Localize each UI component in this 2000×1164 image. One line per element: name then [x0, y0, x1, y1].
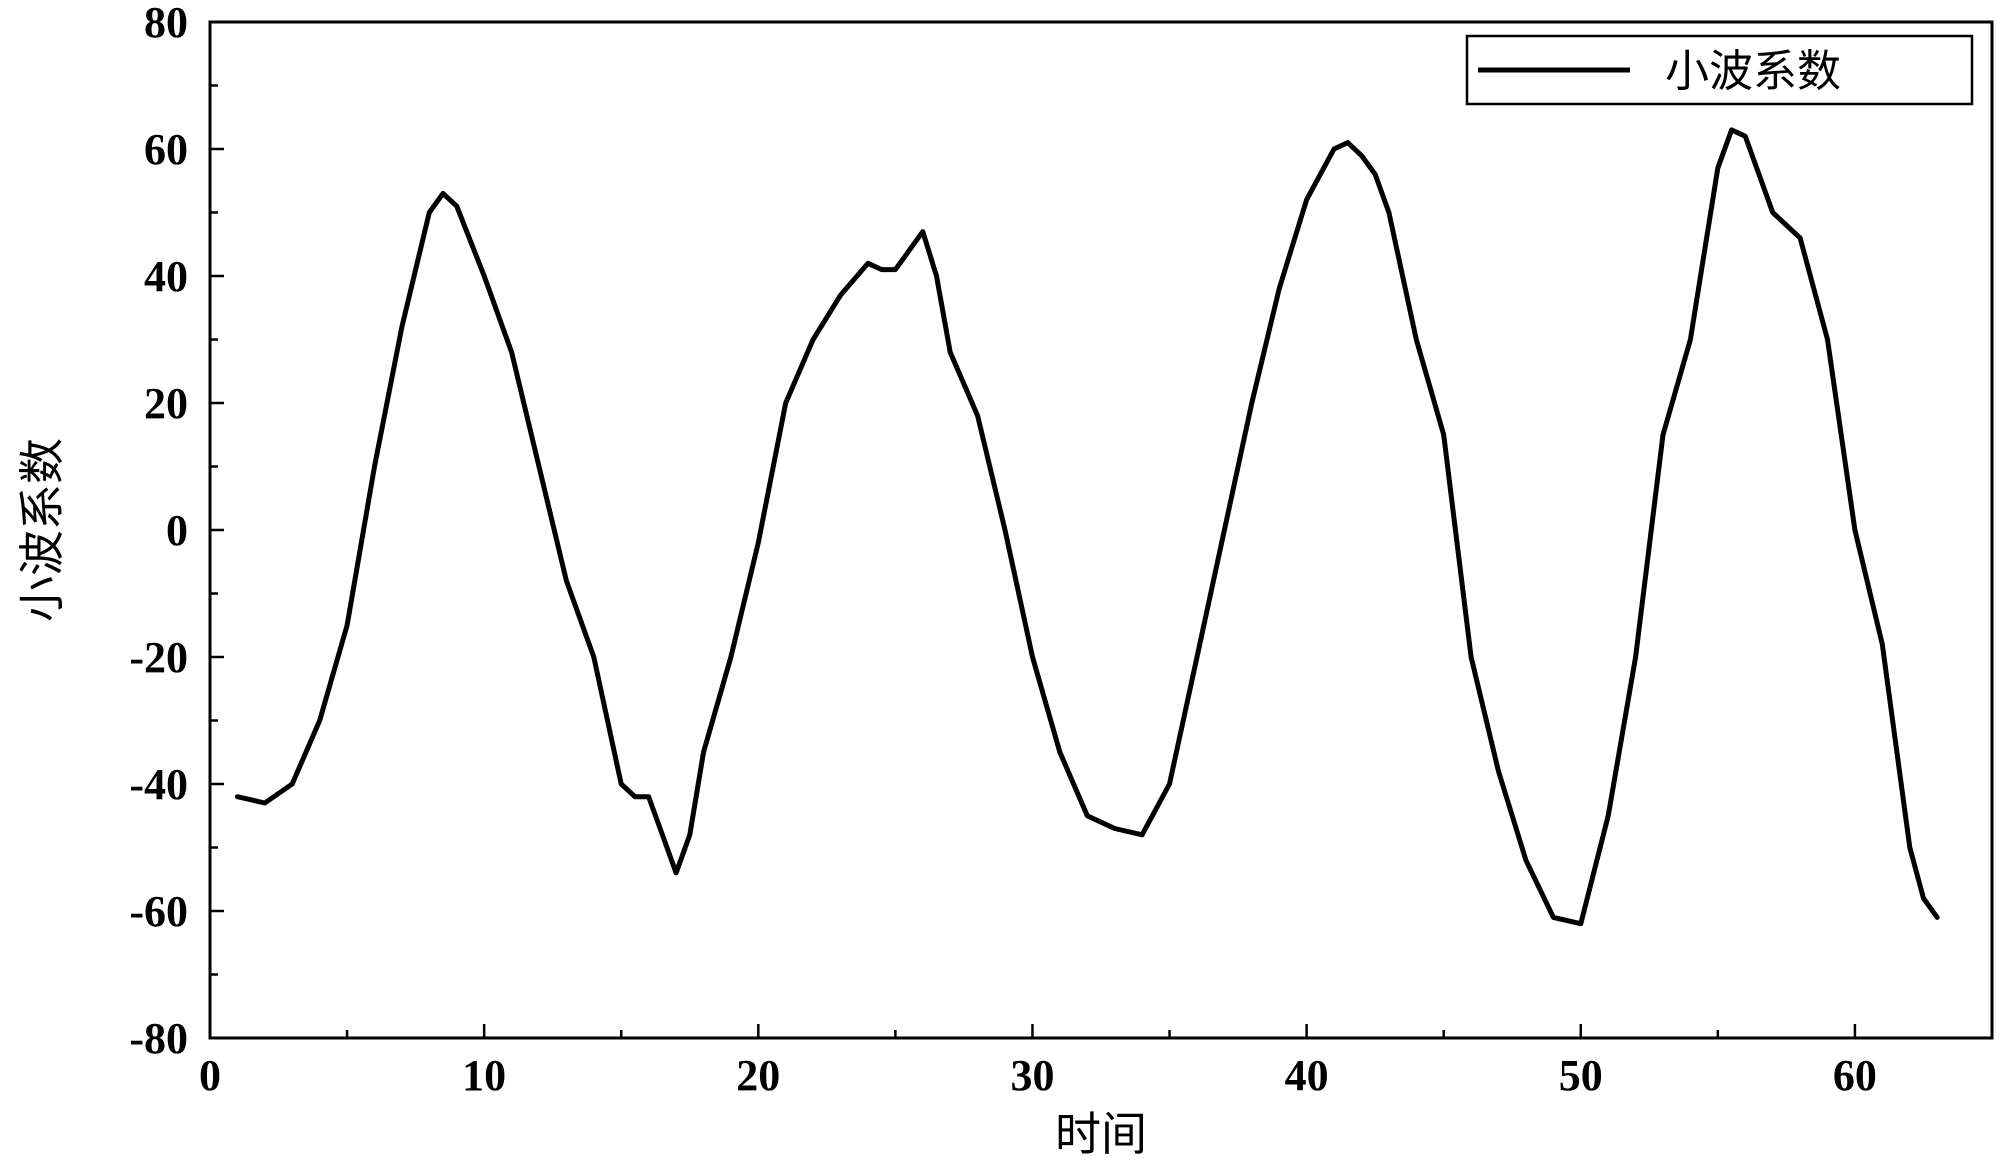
- x-tick-label: 50: [1559, 1051, 1603, 1100]
- y-tick-label: -60: [129, 887, 188, 936]
- x-axis: 0 10 20 30 40 50 60: [199, 1024, 1994, 1100]
- series-layer: [234, 127, 1940, 927]
- x-tick-label: 60: [1833, 1051, 1877, 1100]
- y-tick-label: -20: [129, 633, 188, 682]
- legend-label: 小波系数: [1665, 46, 1841, 97]
- y-tick-label: 40: [144, 252, 188, 301]
- x-tick-label: 0: [199, 1051, 221, 1100]
- x-tick-label: 40: [1285, 1051, 1329, 1100]
- y-tick-label: 20: [144, 379, 188, 428]
- y-tick-label: 0: [166, 506, 188, 555]
- y-tick-label: -80: [129, 1014, 188, 1063]
- plot-frame: [208, 20, 1994, 1040]
- y-tick-label: -40: [129, 760, 188, 809]
- y-axis: -80 -60 -40 -20 0 20 40 60 80: [129, 0, 224, 1063]
- plot-area: [208, 20, 1994, 1040]
- x-tick-label: 10: [462, 1051, 506, 1100]
- y-tick-label: 60: [144, 125, 188, 174]
- x-tick-label: 20: [736, 1051, 780, 1100]
- legend: 小波系数: [1465, 34, 1974, 106]
- x-tick-label: 30: [1010, 1051, 1054, 1100]
- y-axis-title: 小波系数: [15, 438, 69, 622]
- series-line: [234, 127, 1940, 927]
- y-tick-label: 80: [144, 0, 188, 47]
- x-axis-title: 时间: [1055, 1107, 1147, 1161]
